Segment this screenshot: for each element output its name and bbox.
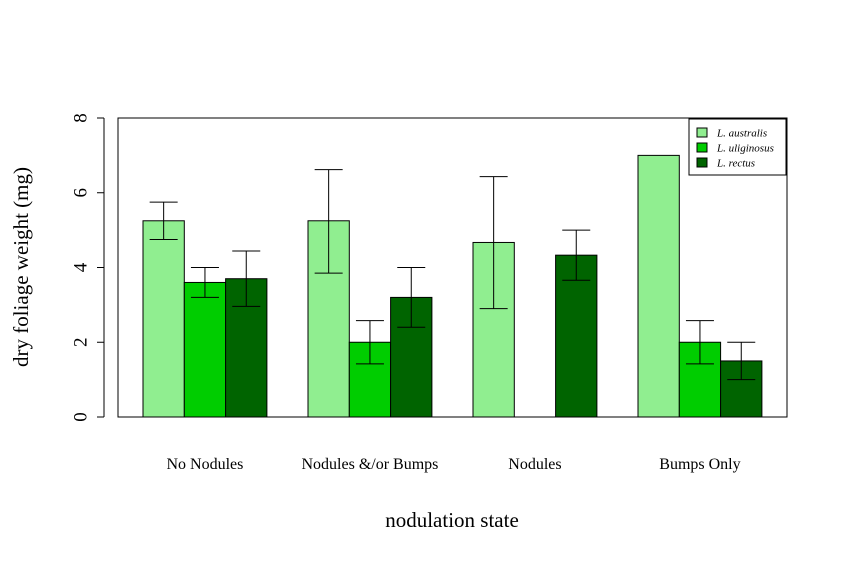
x-axis-title: nodulation state bbox=[385, 508, 519, 532]
error-bars-layer bbox=[149, 169, 756, 381]
x-category-label-3: Bumps Only bbox=[659, 456, 740, 473]
bar-2-2 bbox=[555, 254, 598, 418]
error-bar-2-0 bbox=[479, 176, 508, 310]
y-axis: 0 2 4 6 8 bbox=[71, 113, 105, 422]
error-bar-0-2 bbox=[232, 250, 261, 307]
bar-2-0 bbox=[472, 241, 515, 418]
y-tick-label-2: 4 bbox=[71, 262, 92, 272]
legend-label-2: L. rectus bbox=[716, 158, 755, 170]
error-bar-3-2 bbox=[727, 341, 756, 381]
error-bar-1-2 bbox=[397, 267, 426, 328]
plot-frame bbox=[117, 117, 788, 418]
x-category-label-1: Nodules &/or Bumps bbox=[302, 456, 439, 473]
y-tick-label-1: 2 bbox=[71, 338, 92, 348]
error-bar-3-1 bbox=[685, 320, 714, 365]
error-bar-1-1 bbox=[355, 320, 384, 365]
error-bar-1-0 bbox=[314, 169, 343, 274]
y-tick-label-3: 6 bbox=[71, 188, 92, 198]
legend-label-0: L. australis bbox=[716, 128, 767, 140]
legend-swatch-0 bbox=[696, 127, 708, 138]
error-bar-0-1 bbox=[190, 267, 219, 298]
error-bar-0-0 bbox=[149, 201, 178, 240]
bar-0-0 bbox=[142, 220, 185, 418]
legend-swatch-2 bbox=[696, 157, 708, 168]
x-category-labels: No Nodules Nodules &/or Bumps Nodules Bumps… bbox=[167, 456, 741, 473]
legend: L. australis L. uliginosus L. rectus bbox=[688, 118, 787, 176]
y-tick-label-0: 0 bbox=[71, 412, 92, 422]
legend-label-1: L. uliginosus bbox=[716, 143, 774, 155]
x-category-label-0: No Nodules bbox=[167, 456, 244, 473]
y-tick-label-4: 8 bbox=[71, 113, 92, 123]
error-bar-2-2 bbox=[562, 229, 591, 281]
y-axis-title: dry foliage weight (mg) bbox=[9, 167, 33, 367]
legend-swatch-1 bbox=[696, 142, 708, 153]
bar-0-1 bbox=[183, 281, 227, 418]
x-category-label-2: Nodules bbox=[508, 456, 561, 473]
bars-layer bbox=[142, 154, 763, 418]
bar-3-0 bbox=[637, 154, 680, 418]
